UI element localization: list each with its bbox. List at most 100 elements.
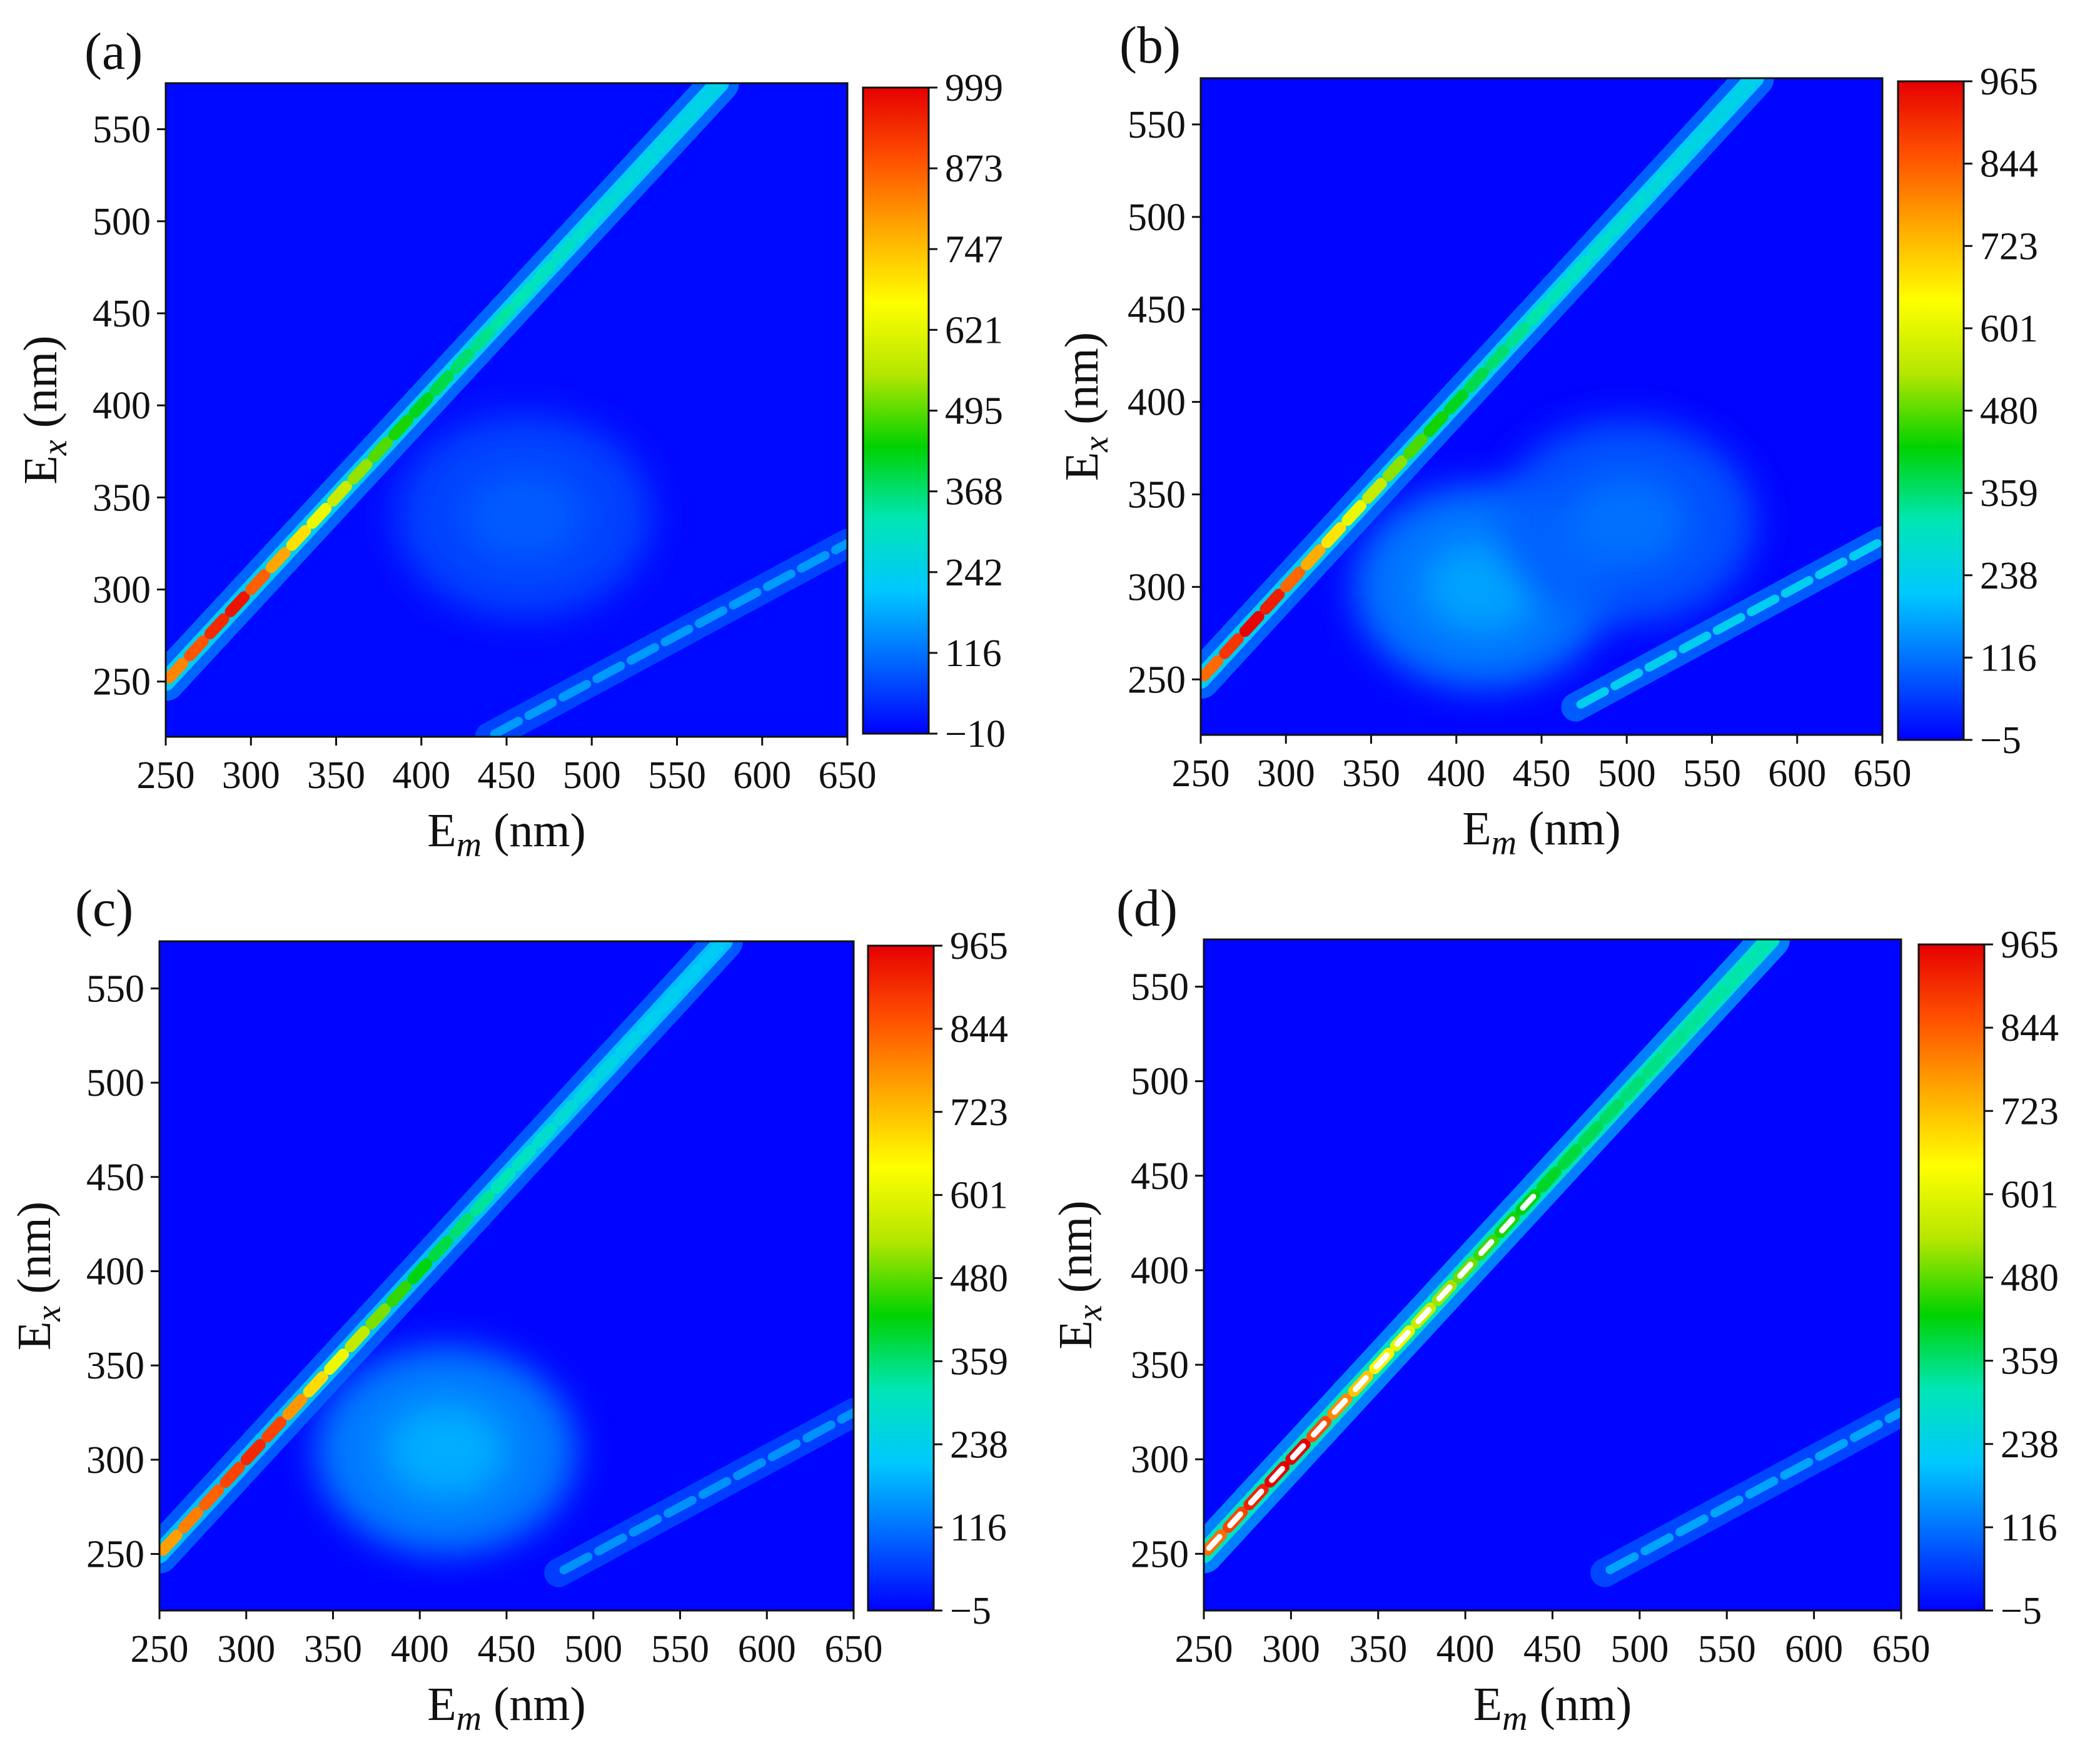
colorbar-tick-label: 480 <box>2001 1257 2059 1300</box>
rayleigh-scatter-segment <box>225 591 250 617</box>
plot-area <box>166 83 847 737</box>
rayleigh-scatter-segment <box>1689 122 1715 149</box>
y-tick-label: 250 <box>1131 1533 1189 1576</box>
saturated-segment <box>1520 1193 1537 1211</box>
rayleigh-scatter-segment <box>184 635 209 662</box>
y-axis-label: Ex (nm) <box>1056 332 1116 481</box>
plot-area <box>1204 939 1901 1587</box>
y-tick-label: 500 <box>86 1062 144 1105</box>
rayleigh-scatter-segment <box>1745 939 1771 966</box>
x-tick-label: 650 <box>1854 752 1912 795</box>
second-order-scatter-segment <box>1849 539 1882 561</box>
rayleigh-scatter-segment <box>720 941 732 945</box>
y-tick-label: 300 <box>86 1439 144 1482</box>
colorbar-tick-label: 242 <box>945 552 1003 594</box>
x-axis-label: Em (nm) <box>427 804 586 864</box>
second-order-scatter-segment <box>802 1420 835 1443</box>
second-order-scatter-segment <box>1678 631 1712 654</box>
rayleigh-scatter-segment <box>1525 300 1551 326</box>
colorbar-tick-label: 480 <box>950 1258 1008 1300</box>
second-order-scatter-segment <box>698 1477 732 1499</box>
rayleigh-scatter-segment <box>1300 544 1326 570</box>
second-order-scatter-segment <box>490 716 523 737</box>
rayleigh-scatter-segment <box>159 1529 183 1556</box>
rayleigh-scatter-segment <box>572 215 598 242</box>
rayleigh-scatter-segment <box>1505 322 1530 348</box>
rayleigh-scatter-segment <box>674 105 700 131</box>
rayleigh-scatter-segment <box>448 1213 474 1240</box>
rayleigh-scatter-segment <box>428 1235 453 1262</box>
colorbar-tick-label: 495 <box>945 390 1003 433</box>
second-order-scatter-segment <box>1815 557 1848 580</box>
x-axis-label: Em (nm) <box>1462 802 1621 862</box>
x-tick-label: 400 <box>392 754 450 797</box>
second-order-scatter-segment <box>628 1514 662 1537</box>
y-axis-label: Ex (nm) <box>14 335 74 484</box>
colorbar-tick-label: 965 <box>950 925 1008 968</box>
rayleigh-scatter-segment <box>1607 211 1633 238</box>
y-tick-label: 450 <box>93 293 151 335</box>
rayleigh-scatter-segment <box>552 238 577 264</box>
x-axis-label: Em (nm) <box>1473 1678 1632 1738</box>
rayleigh-scatter-segment <box>1704 984 1729 1011</box>
rayleigh-scatter-segment <box>1767 939 1779 943</box>
second-order-scatter-segment <box>729 587 762 610</box>
colorbar-tick-label: 359 <box>2001 1340 2059 1383</box>
y-tick-label: 500 <box>1128 196 1186 239</box>
x-tick-label: 350 <box>307 754 365 797</box>
x-tick-label: 650 <box>1872 1628 1931 1671</box>
colorbar-tick-label: 844 <box>1980 143 2038 186</box>
rayleigh-scatter-segment <box>532 1122 558 1149</box>
colorbar-tick-label: 116 <box>2001 1507 2057 1549</box>
rayleigh-scatter-segment <box>166 657 189 684</box>
rayleigh-scatter-segment <box>1464 367 1490 393</box>
rayleigh-scatter-segment <box>327 480 352 507</box>
y-tick-label: 350 <box>86 1345 144 1387</box>
x-tick-label: 250 <box>137 754 195 797</box>
rayleigh-scatter-segment <box>1536 1166 1562 1193</box>
rayleigh-scatter-segment <box>386 1280 412 1307</box>
rayleigh-scatter-segment <box>303 1371 328 1398</box>
rayleigh-scatter-segment <box>245 569 271 595</box>
panel-3: 250 300 350 400 450 500 550 600 650 250 300 350 400 4… <box>8 879 1008 1738</box>
second-order-scatter-segment <box>1745 1476 1779 1499</box>
saturated-segment <box>1457 1262 1473 1279</box>
rayleigh-scatter-segment <box>199 1484 225 1511</box>
y-tick-label: 350 <box>1128 473 1186 516</box>
colorbar-tick-label: 238 <box>2001 1424 2059 1466</box>
rayleigh-scatter-segment <box>261 1416 287 1443</box>
rayleigh-scatter-segment <box>286 525 311 551</box>
second-order-scatter-segment <box>1747 594 1780 617</box>
fluorescence-peak-core <box>385 1403 507 1498</box>
colorbar-tick-label: 359 <box>950 1340 1008 1383</box>
saturated-segment <box>1206 1534 1223 1551</box>
rayleigh-scatter-segment <box>323 1348 350 1375</box>
colorbar-tick-label: 747 <box>945 228 1003 271</box>
rayleigh-scatter-segment <box>1201 655 1224 682</box>
y-tick-label: 350 <box>93 477 151 519</box>
colorbar-tick-label: 844 <box>950 1008 1008 1051</box>
x-tick-label: 350 <box>1349 1628 1407 1671</box>
saturated-segment <box>1353 1375 1369 1392</box>
second-order-scatter-segment <box>767 1439 801 1462</box>
x-tick-label: 300 <box>217 1628 275 1671</box>
saturated-segment <box>1415 1307 1432 1325</box>
rayleigh-scatter-segment <box>657 986 682 1013</box>
y-tick-label: 550 <box>1128 104 1186 146</box>
rayleigh-scatter-segment <box>615 1031 641 1058</box>
x-tick-label: 250 <box>1175 1628 1233 1671</box>
rayleigh-scatter-segment <box>1423 411 1448 437</box>
second-order-scatter-segment <box>592 661 625 684</box>
rayleigh-scatter-segment <box>1557 1143 1583 1170</box>
second-order-scatter-segment <box>626 643 660 665</box>
rayleigh-scatter-segment <box>470 1190 495 1217</box>
y-tick-label: 400 <box>1131 1250 1189 1292</box>
second-order-scatter-segment <box>660 624 694 647</box>
rayleigh-scatter-segment <box>1662 1030 1687 1057</box>
y-tick-label: 350 <box>1131 1344 1189 1387</box>
colorbar-tick-label: 723 <box>1980 225 2038 268</box>
rayleigh-scatter-segment <box>306 502 332 529</box>
second-order-scatter-segment <box>1605 1552 1639 1575</box>
x-tick-label: 300 <box>1262 1628 1320 1671</box>
